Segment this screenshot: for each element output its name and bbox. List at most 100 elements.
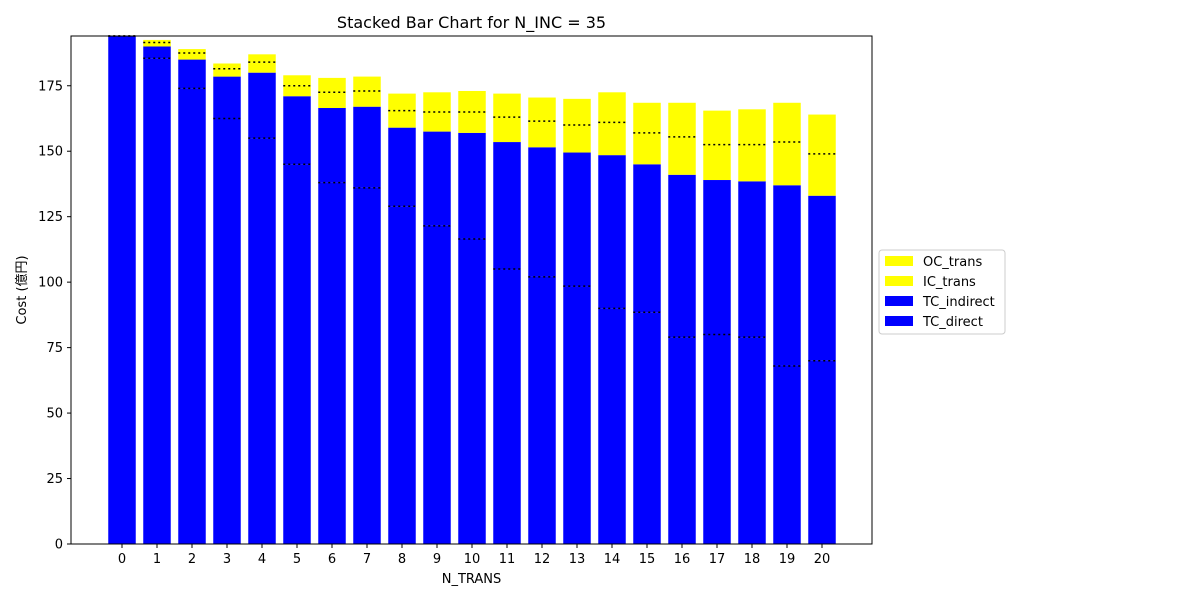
legend-swatch-IC_trans bbox=[885, 276, 913, 286]
bar-TC_indirect-8 bbox=[388, 127, 416, 207]
bar-OC_trans-10 bbox=[458, 90, 486, 112]
x-tick-label: 17 bbox=[709, 552, 726, 567]
bars-group bbox=[108, 36, 836, 545]
bar-IC_trans-15 bbox=[633, 132, 661, 165]
bar-OC_trans-7 bbox=[353, 76, 381, 91]
bar-TC_direct-10 bbox=[458, 238, 486, 544]
x-tick-label: 3 bbox=[223, 552, 231, 567]
legend-label-IC_trans: IC_trans bbox=[923, 275, 976, 290]
chart-title: Stacked Bar Chart for N_INC = 35 bbox=[337, 13, 606, 33]
bar-IC_trans-17 bbox=[703, 144, 731, 181]
x-tick-label: 0 bbox=[118, 552, 126, 567]
bar-OC_trans-16 bbox=[668, 102, 696, 137]
bar-IC_trans-12 bbox=[528, 121, 556, 148]
bar-TC_indirect-5 bbox=[283, 96, 311, 165]
bar-OC_trans-4 bbox=[248, 54, 276, 63]
bar-OC_trans-18 bbox=[738, 109, 766, 145]
bar-TC_direct-12 bbox=[528, 276, 556, 544]
bar-OC_trans-3 bbox=[213, 63, 241, 69]
bar-TC_direct-1 bbox=[143, 58, 171, 545]
bar-IC_trans-7 bbox=[353, 90, 381, 107]
bar-OC_trans-2 bbox=[178, 49, 206, 54]
legend-swatch-TC_direct bbox=[885, 316, 913, 326]
x-tick-label: 19 bbox=[779, 552, 796, 567]
bar-TC_indirect-3 bbox=[213, 76, 241, 119]
bar-OC_trans-14 bbox=[598, 92, 626, 123]
legend-label-TC_indirect: TC_indirect bbox=[922, 295, 995, 310]
y-tick-label: 75 bbox=[46, 341, 63, 356]
legend-box bbox=[878, 249, 1006, 335]
x-axis-label: N_TRANS bbox=[442, 572, 502, 587]
bar-IC_trans-3 bbox=[213, 68, 241, 77]
bar-TC_indirect-4 bbox=[248, 72, 276, 139]
x-tick-label: 10 bbox=[464, 552, 481, 567]
x-tick-label: 13 bbox=[569, 552, 586, 567]
bar-TC_direct-0 bbox=[108, 36, 136, 544]
x-tick-label: 5 bbox=[293, 552, 301, 567]
bar-TC_direct-17 bbox=[703, 334, 731, 544]
bar-IC_trans-16 bbox=[668, 136, 696, 175]
y-axis-label: Cost (億円) bbox=[14, 255, 30, 324]
bar-IC_trans-11 bbox=[493, 117, 521, 143]
bar-OC_trans-5 bbox=[283, 75, 311, 86]
bar-OC_trans-11 bbox=[493, 93, 521, 118]
bar-TC_direct-6 bbox=[318, 182, 346, 545]
bar-TC_direct-15 bbox=[633, 312, 661, 544]
x-tick-label: 1 bbox=[153, 552, 161, 567]
bar-IC_trans-9 bbox=[423, 111, 451, 132]
bar-TC_indirect-1 bbox=[143, 46, 171, 59]
bar-TC_indirect-13 bbox=[563, 152, 591, 287]
bar-TC_indirect-20 bbox=[808, 195, 836, 361]
bar-TC_indirect-9 bbox=[423, 131, 451, 226]
bar-IC_trans-1 bbox=[143, 42, 171, 47]
x-tick-label: 15 bbox=[639, 552, 656, 567]
bar-TC_indirect-16 bbox=[668, 174, 696, 338]
bar-TC_direct-2 bbox=[178, 88, 206, 545]
bar-OC_trans-20 bbox=[808, 114, 836, 154]
legend-swatch-TC_indirect bbox=[885, 296, 913, 306]
bar-TC_direct-19 bbox=[773, 365, 801, 544]
legend-label-OC_trans: OC_trans bbox=[923, 255, 982, 270]
y-tick-label: 50 bbox=[46, 407, 63, 422]
y-tick-label: 0 bbox=[55, 538, 63, 553]
bar-TC_indirect-18 bbox=[738, 181, 766, 338]
bar-IC_trans-5 bbox=[283, 85, 311, 97]
y-tick-label: 175 bbox=[38, 79, 63, 94]
x-tick-label: 8 bbox=[398, 552, 406, 567]
bar-TC_indirect-19 bbox=[773, 185, 801, 366]
legend: OC_trans IC_trans TC_indirect TC_direct bbox=[878, 249, 1006, 335]
bar-OC_trans-13 bbox=[563, 98, 591, 126]
bar-OC_trans-8 bbox=[388, 93, 416, 111]
bar-IC_trans-8 bbox=[388, 110, 416, 128]
bar-IC_trans-20 bbox=[808, 153, 836, 196]
bar-OC_trans-19 bbox=[773, 102, 801, 143]
bar-OC_trans-12 bbox=[528, 97, 556, 122]
x-tick-label: 20 bbox=[814, 552, 831, 567]
bar-TC_direct-4 bbox=[248, 138, 276, 544]
y-tick-label: 150 bbox=[38, 145, 63, 160]
y-tick-label: 125 bbox=[38, 210, 63, 225]
bar-TC_indirect-17 bbox=[703, 180, 731, 335]
bar-OC_trans-6 bbox=[318, 77, 346, 93]
bar-TC_direct-14 bbox=[598, 308, 626, 544]
bar-TC_direct-11 bbox=[493, 269, 521, 544]
legend-swatch-OC_trans bbox=[885, 256, 913, 266]
bar-TC_direct-9 bbox=[423, 225, 451, 544]
bar-OC_trans-15 bbox=[633, 102, 661, 133]
bar-IC_trans-2 bbox=[178, 53, 206, 60]
bar-IC_trans-19 bbox=[773, 142, 801, 186]
bar-IC_trans-6 bbox=[318, 92, 346, 109]
bar-IC_trans-14 bbox=[598, 122, 626, 156]
bar-TC_direct-13 bbox=[563, 286, 591, 544]
x-tick-label: 16 bbox=[674, 552, 691, 567]
x-tick-label: 11 bbox=[499, 552, 516, 567]
bar-TC_direct-7 bbox=[353, 187, 381, 544]
y-axis: 0 25 50 75 100 125 150 175 bbox=[38, 79, 71, 553]
bar-TC_indirect-12 bbox=[528, 147, 556, 277]
bar-TC_direct-18 bbox=[738, 337, 766, 544]
bar-TC_indirect-14 bbox=[598, 155, 626, 309]
x-tick-label: 18 bbox=[744, 552, 761, 567]
bar-OC_trans-1 bbox=[143, 39, 171, 43]
bar-TC_direct-8 bbox=[388, 206, 416, 545]
